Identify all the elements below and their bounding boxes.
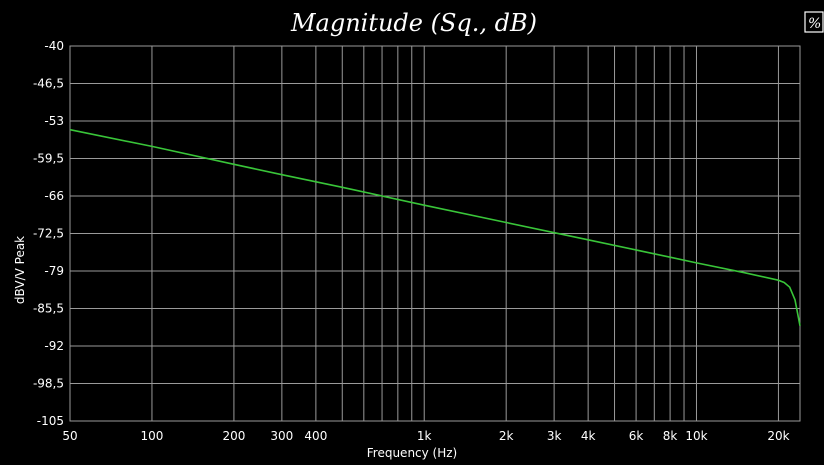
y-tick-label: -79 bbox=[44, 264, 64, 278]
y-axis-ticks: -40 -46,5 -53 -59,5 -66 -72,5 -79 -85,5 -92 -98,5… bbox=[33, 39, 64, 428]
x-tick-label: 400 bbox=[304, 429, 327, 443]
y-tick-label: -53 bbox=[44, 114, 64, 128]
x-tick-label: 6k bbox=[629, 429, 644, 443]
y-tick-label: -66 bbox=[44, 189, 64, 203]
series-line-0 bbox=[69, 128, 801, 326]
y-tick-label: -85,5 bbox=[33, 302, 64, 316]
x-tick-label: 4k bbox=[581, 429, 596, 443]
y-axis-label: dBV/V Peak bbox=[13, 236, 27, 304]
y-tick-label: -72,5 bbox=[33, 227, 64, 241]
x-axis-ticks: 50 100 200 300 400 1k 2k 3k 4k 6k 8k 10k 20k bbox=[62, 429, 789, 443]
y-tick-label: -46,5 bbox=[33, 77, 64, 91]
x-tick-label: 200 bbox=[222, 429, 245, 443]
y-tick-label: -40 bbox=[44, 39, 64, 53]
x-axis-label: Frequency (Hz) bbox=[367, 446, 458, 460]
y-tick-label: -98,5 bbox=[33, 377, 64, 391]
x-tick-label: 2k bbox=[499, 429, 514, 443]
y-tick-label: -105 bbox=[37, 414, 64, 428]
x-tick-label: 1k bbox=[417, 429, 432, 443]
x-tick-label: 3k bbox=[547, 429, 562, 443]
y-tick-label: -59,5 bbox=[33, 152, 64, 166]
chart-options-icon[interactable]: % bbox=[804, 11, 824, 33]
x-tick-label: 10k bbox=[685, 429, 707, 443]
plot-frame bbox=[69, 45, 801, 422]
x-tick-label: 100 bbox=[141, 429, 164, 443]
series-layer bbox=[69, 128, 801, 326]
chart-options-icon-frame[interactable] bbox=[804, 11, 824, 33]
chart-options-icon-glyph: % bbox=[808, 16, 821, 32]
x-tick-label: 50 bbox=[62, 429, 77, 443]
x-tick-label: 300 bbox=[270, 429, 293, 443]
y-tick-label: -92 bbox=[44, 339, 64, 353]
x-tick-label: 20k bbox=[767, 429, 789, 443]
x-tick-label: 8k bbox=[663, 429, 678, 443]
chart-title: Magnitude (Sq., dB) bbox=[290, 9, 537, 37]
